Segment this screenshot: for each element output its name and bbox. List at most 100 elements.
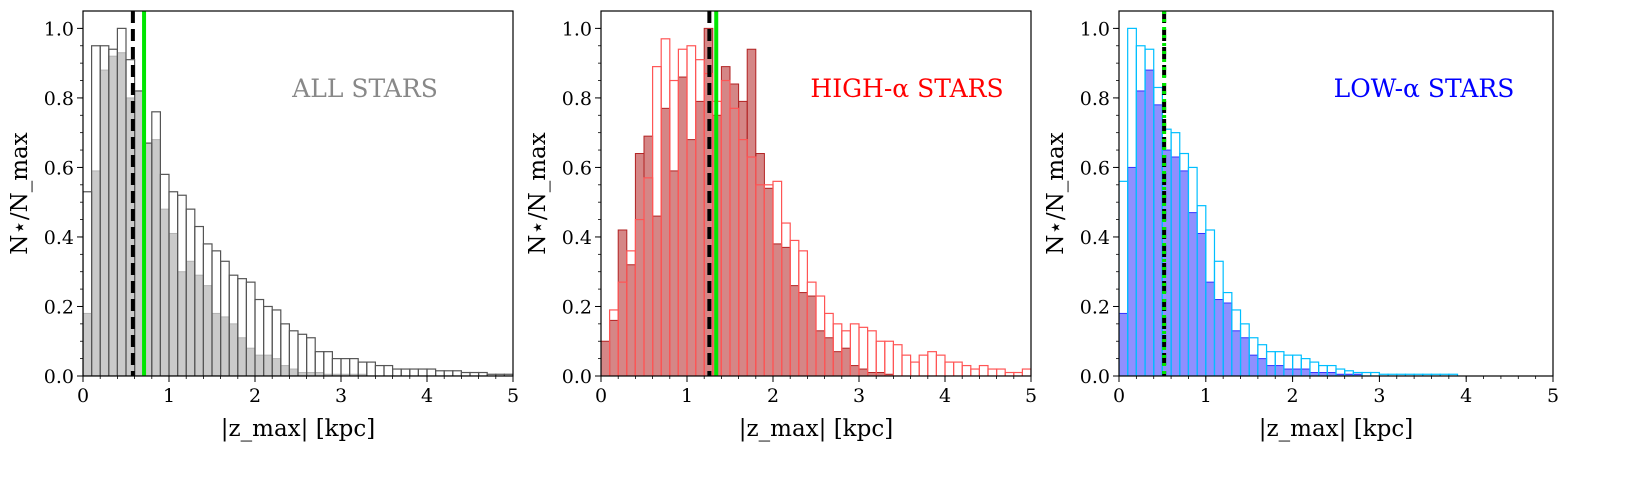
filled-bar <box>1266 365 1276 376</box>
filled-bar <box>245 347 256 376</box>
filled-bar <box>720 66 731 376</box>
plot-area <box>83 11 513 376</box>
filled-bar <box>116 52 127 376</box>
outline-bar <box>392 368 402 376</box>
x-tick-label: 4 <box>421 385 433 407</box>
plot-area <box>1119 11 1459 376</box>
y-tick-label: 0.8 <box>44 88 74 110</box>
y-tick-label: 0.2 <box>44 296 74 318</box>
y-tick-label: 0.8 <box>562 88 592 110</box>
outline-bar <box>1021 368 1031 376</box>
x-tick-label: 2 <box>767 385 779 407</box>
filled-bar <box>1213 299 1224 376</box>
outline-bar <box>944 361 955 376</box>
outline-bar <box>892 344 903 376</box>
filled-bar <box>815 330 826 376</box>
filled-bar <box>634 153 645 376</box>
outline-bar <box>918 354 929 376</box>
filled-bar <box>609 319 619 376</box>
panel-1: 0 1 2 3 4 5 0.0 0.2 0.4 0.6 0.8 1.0 |z_max| [kpc] N⋆/… <box>7 10 519 442</box>
filled-bar <box>755 153 765 376</box>
filled-bar <box>601 340 611 376</box>
outline-bar <box>400 368 411 376</box>
filled-bar <box>1153 104 1163 376</box>
x-tick-label: 0 <box>77 385 89 407</box>
x-tick-label: 1 <box>1200 385 1212 407</box>
filled-bar <box>1187 212 1198 376</box>
filled-bar <box>271 358 282 376</box>
filled-bar <box>1135 90 1146 376</box>
y-axis-label: N⋆/N_max <box>7 132 33 254</box>
filled-bar <box>695 100 705 376</box>
filled-bar <box>626 264 636 376</box>
y-tick-label: 0.6 <box>1080 157 1110 179</box>
y-tick-label: 1.0 <box>1080 18 1110 40</box>
filled-bar <box>288 368 299 376</box>
panel-annotation: ALL STARS <box>291 74 438 103</box>
outline-bar <box>374 364 385 376</box>
filled-bar <box>849 365 860 376</box>
outline-bar <box>452 370 462 376</box>
outline-bar <box>952 361 963 376</box>
outline-bar <box>935 354 946 376</box>
y-tick-label: 1.0 <box>562 18 592 40</box>
y-tick-label: 0.4 <box>44 227 74 249</box>
outline-bar <box>340 358 351 376</box>
filled-bar <box>1222 302 1233 376</box>
filled-bar <box>168 232 179 376</box>
x-tick-label: 3 <box>853 385 865 407</box>
x-tick-label: 5 <box>1025 385 1037 407</box>
filled-bar <box>280 365 290 376</box>
filled-bar <box>159 208 170 376</box>
plot-frame <box>1118 10 1554 377</box>
filled-bar <box>781 246 791 376</box>
y-tick-label: 1.0 <box>44 18 74 40</box>
plot-frame <box>600 10 1032 377</box>
outline-bar <box>435 370 445 376</box>
filled-bar <box>617 229 628 376</box>
x-tick-label: 5 <box>1547 385 1559 407</box>
filled-bar <box>220 316 230 376</box>
filled-bar <box>824 337 834 376</box>
filled-bar <box>1257 358 1268 376</box>
outline-bar <box>875 340 886 376</box>
filled-bar <box>91 170 101 376</box>
outline-bar <box>884 340 894 376</box>
filled-bar <box>772 243 783 376</box>
x-tick-label: 5 <box>507 385 519 407</box>
filled-bar <box>177 271 187 376</box>
panel-annotation: HIGH-α STARS <box>810 74 1003 103</box>
y-axis-label: N⋆/N_max <box>1043 132 1069 254</box>
filled-bar <box>1119 312 1129 376</box>
filled-bar <box>677 76 688 376</box>
filled-bar <box>643 135 654 376</box>
filled-bar <box>1283 368 1294 376</box>
filled-bar <box>841 347 851 376</box>
outline-bar <box>383 364 394 376</box>
filled-bar <box>202 285 213 376</box>
panel-annotation: LOW-α STARS <box>1334 74 1515 103</box>
y-tick-label: 0.0 <box>562 366 592 388</box>
filled-bar <box>1240 337 1250 376</box>
outline-bar <box>409 368 419 376</box>
filled-bar <box>858 368 869 376</box>
filled-bar <box>211 312 222 376</box>
filled-bar <box>806 295 817 376</box>
filled-bar <box>1179 170 1189 376</box>
outline-bar <box>331 358 342 376</box>
filled-bar <box>83 312 93 376</box>
plot-area <box>601 11 1031 376</box>
filled-bar <box>237 337 247 376</box>
filled-bar <box>1231 330 1242 376</box>
x-tick-label: 4 <box>939 385 951 407</box>
outline-bar <box>366 361 376 376</box>
filled-bar <box>1196 232 1207 376</box>
filled-bar <box>1205 281 1215 376</box>
x-tick-label: 2 <box>1287 385 1299 407</box>
filled-bar <box>1300 368 1311 376</box>
outline-bar <box>323 351 333 376</box>
plot-frame <box>82 10 514 377</box>
y-tick-label: 0.0 <box>1080 366 1110 388</box>
panel-3: 0 1 2 3 4 5 0.0 0.2 0.4 0.6 0.8 1.0 |z_max| [kpc] N⋆/… <box>1043 10 1559 442</box>
